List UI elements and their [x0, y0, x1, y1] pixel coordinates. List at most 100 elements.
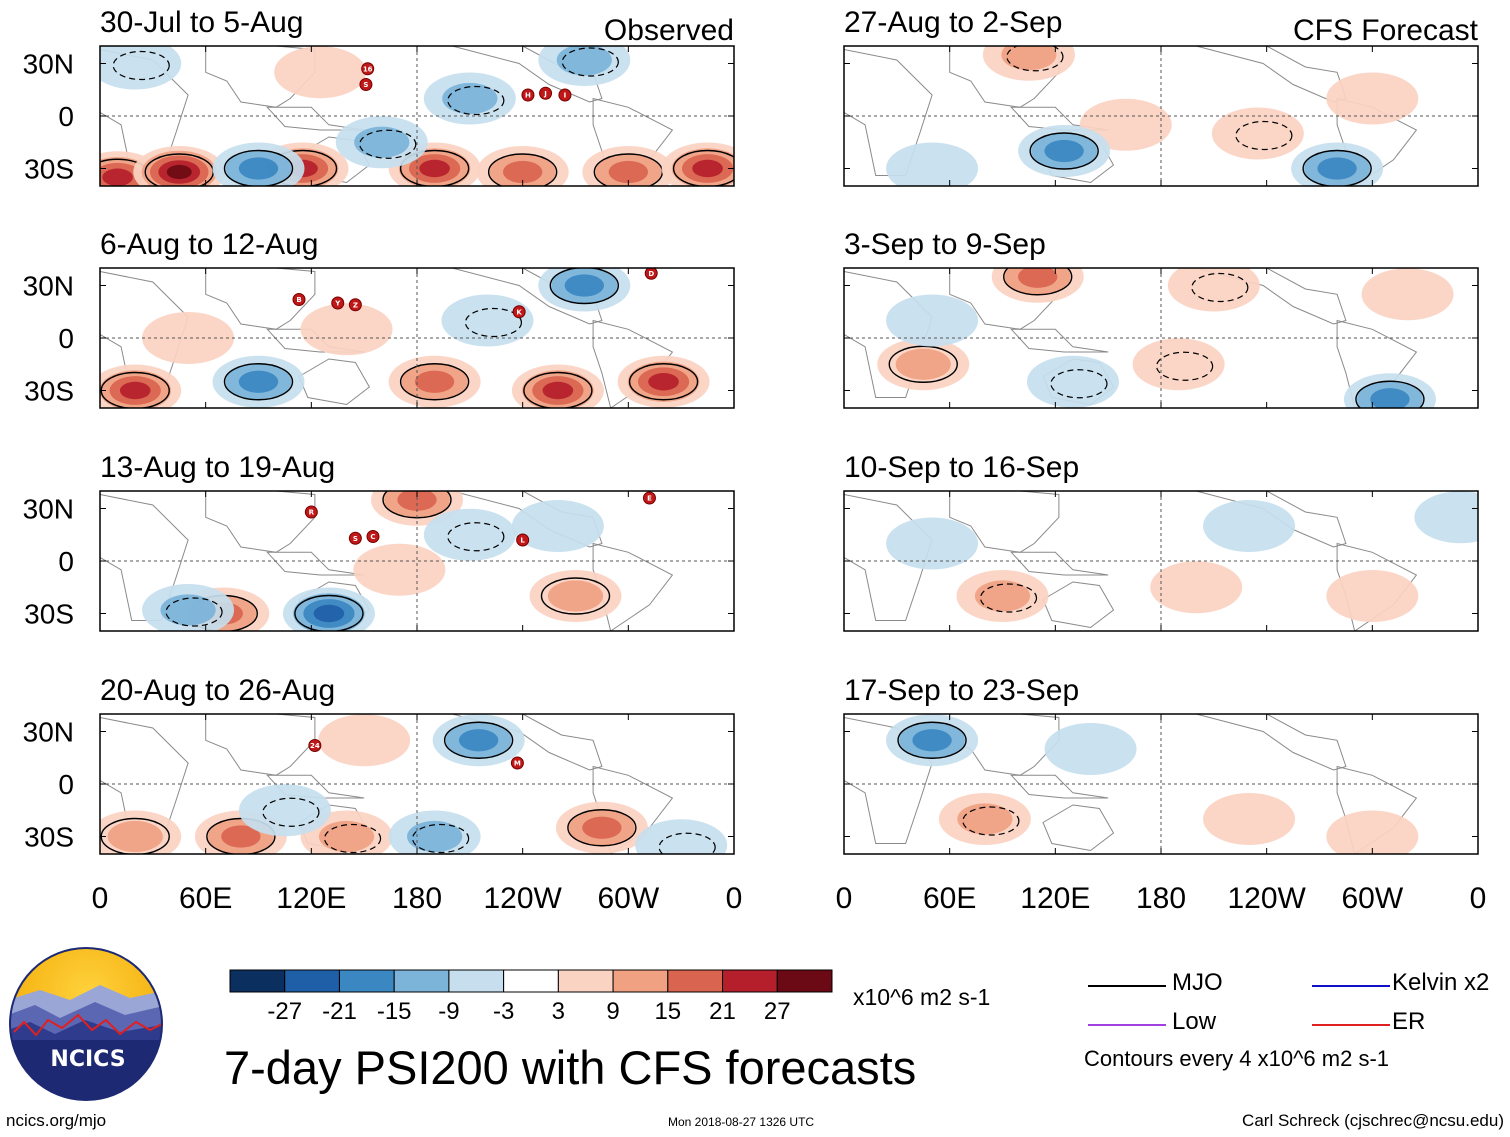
mjo-contour [1355, 380, 1425, 408]
psi-anomaly-negative [556, 46, 612, 76]
x-tick-label: 0 [1470, 882, 1487, 915]
colorbar-tick-label: -15 [376, 998, 412, 1025]
mjo-contour [223, 149, 294, 186]
colorbar-swatch [284, 969, 340, 993]
colorbar-swatch [776, 969, 833, 993]
main-title: 7-day PSI200 with CFS forecasts [224, 1041, 917, 1094]
storm-icon [521, 88, 535, 102]
panel-period-title: 10-Sep to 16-Sep [844, 451, 1079, 484]
storm-marker: R [304, 505, 318, 519]
psi-anomaly-positive [274, 46, 367, 99]
psi-anomaly-negative [313, 604, 345, 623]
x-tick-label: 0 [92, 882, 109, 915]
psi-anomaly-positive [1361, 268, 1454, 321]
mjo-contour-dashed [262, 797, 320, 827]
storm-icon [361, 62, 375, 76]
x-tick-label: 120W [1227, 882, 1306, 915]
storm-icon [516, 533, 530, 547]
colorbar-swatch [667, 969, 724, 993]
colorbar-tick-label: -21 [322, 998, 357, 1025]
x-tick-label: 120W [483, 882, 562, 915]
psi-field [844, 714, 1419, 854]
storm-marker: Y [331, 296, 345, 310]
storm-marker: Z [348, 298, 362, 312]
x-tick-label: 60W [1341, 882, 1403, 915]
mjo-contour-dashed [447, 522, 505, 552]
y-tick-label: 30S [24, 599, 74, 630]
units-label: x10^6 m2 s-1 [853, 984, 991, 1010]
panel-3: B Y Z K D 30N 0 30S 6-Aug to 12-Aug [23, 228, 735, 409]
storm-marker: 16 [361, 62, 375, 76]
psi-anomaly-negative [1044, 139, 1084, 163]
colorbar-tick-label: -27 [267, 998, 303, 1025]
continent-outline [844, 270, 933, 398]
storm-label: D [648, 270, 654, 278]
psi-anomaly-positive [1018, 268, 1058, 288]
logo-ring [9, 947, 163, 1101]
psi-field: 24 M [100, 714, 728, 854]
y-tick-label: 0 [58, 769, 74, 800]
y-tick-label: 0 [58, 101, 74, 132]
x-tick-label: 0 [836, 882, 853, 915]
psi-anomaly-positive [692, 159, 723, 178]
psi-anomaly-negative [238, 157, 279, 180]
psi-anomaly-positive [166, 164, 192, 180]
contour-interval-note: Contours every 4 x10^6 m2 s-1 [1084, 1046, 1390, 1071]
mjo-contour-dashed [979, 583, 1038, 613]
storm-label: H [525, 92, 531, 100]
legend-low-line [1088, 1024, 1166, 1026]
panel-period-title: 13-Aug to 19-Aug [100, 451, 335, 484]
mjo-contour-dashed [1235, 120, 1293, 151]
continent-outline [205, 714, 316, 776]
psi-anomaly-negative [1203, 500, 1296, 552]
psi-anomaly-positive [1150, 561, 1243, 614]
x-tick-label: 60E [179, 882, 232, 915]
colorbar-swatch [722, 969, 778, 993]
psi-anomaly-positive [1326, 570, 1419, 622]
psi-anomaly-positive [318, 714, 411, 767]
psi-anomaly-positive [542, 381, 574, 400]
psi-anomaly-positive [300, 303, 393, 356]
storm-marker: S [359, 78, 373, 91]
psi-anomaly-positive [895, 348, 951, 380]
storm-label: S [353, 535, 358, 543]
footer-credit: Carl Schreck (cjschrec@ncsu.edu) [1242, 1111, 1504, 1130]
mjo-contour [1003, 268, 1073, 296]
storm-icon [304, 505, 318, 519]
panel-8: 17-Sep to 23-Sep [843, 674, 1479, 855]
panel-period-title: 3-Sep to 9-Sep [844, 228, 1046, 261]
psi-anomaly-negative [886, 294, 979, 347]
coastlines [844, 491, 1418, 631]
mjo-contour [628, 363, 699, 401]
storm-icon [539, 86, 553, 100]
storm-marker: K [512, 305, 526, 319]
storm-label: J [543, 90, 547, 98]
panel-5: R S C L E 30N 0 30S 13-Aug to 19-Aug [23, 451, 735, 632]
y-tick-label: 30S [24, 376, 74, 407]
storm-icon [510, 756, 524, 770]
panel-period-title: 27-Aug to 2-Sep [844, 6, 1062, 39]
colorbar-swatch [393, 969, 450, 993]
continent-outline [1042, 804, 1115, 852]
mjo-contour [223, 363, 294, 401]
storm-marker: J [539, 86, 553, 100]
mjo-contour [549, 268, 619, 305]
panel-1: 16 S H J I 30N 0 30S 30-Jul to 5-Aug Observed [23, 6, 735, 187]
storm-icon [308, 739, 322, 752]
psi-anomaly-negative [886, 517, 979, 570]
storm-label: C [370, 533, 375, 541]
psi-anomaly-positive [1211, 107, 1304, 160]
mjo-contour [888, 345, 958, 383]
psi-anomaly-negative [886, 142, 979, 186]
storm-label: S [363, 81, 368, 89]
psi-field: B Y Z K D [100, 268, 710, 408]
psi-anomaly-negative [423, 508, 516, 561]
storm-marker: S [348, 531, 362, 545]
storm-icon [558, 88, 572, 102]
continent-outline [1010, 328, 1109, 353]
coastlines [844, 714, 1418, 854]
psi-anomaly-positive [502, 160, 543, 184]
psi-anomaly-positive [1326, 72, 1419, 125]
mjo-contour [540, 577, 611, 615]
panel-period-title: 6-Aug to 12-Aug [100, 228, 318, 261]
